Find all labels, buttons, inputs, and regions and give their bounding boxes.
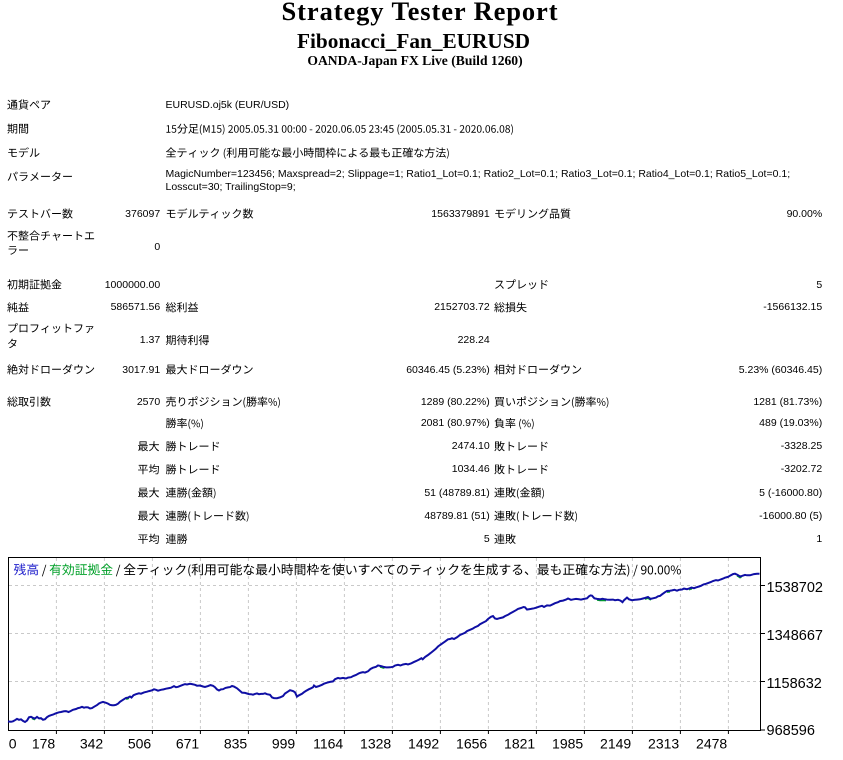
svg-text:506: 506 [128,736,152,752]
svg-text:178: 178 [32,736,56,752]
svg-text:671: 671 [176,736,200,752]
svg-text:0: 0 [9,736,17,752]
svg-text:1158632: 1158632 [767,676,822,692]
svg-text:835: 835 [224,736,248,752]
svg-text:999: 999 [272,736,296,752]
svg-text:1985: 1985 [552,736,583,752]
svg-text:1538702: 1538702 [767,580,823,596]
svg-text:1348667: 1348667 [767,628,823,644]
svg-text:1328: 1328 [360,736,391,752]
svg-text:1821: 1821 [504,736,535,752]
svg-text:342: 342 [80,736,104,752]
svg-text:968596: 968596 [767,723,815,739]
svg-text:2478: 2478 [696,736,727,752]
svg-text:1492: 1492 [408,736,439,752]
svg-text:2149: 2149 [600,736,631,752]
svg-text:1164: 1164 [313,736,343,752]
svg-text:2313: 2313 [648,736,679,752]
svg-text:1656: 1656 [456,736,487,752]
